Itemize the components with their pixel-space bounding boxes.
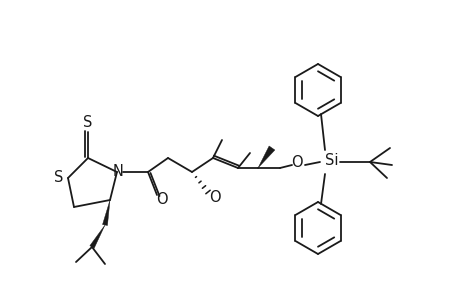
Text: O: O bbox=[209, 190, 220, 205]
Polygon shape bbox=[257, 146, 274, 168]
Text: O: O bbox=[291, 154, 302, 169]
Polygon shape bbox=[90, 225, 105, 248]
Text: S: S bbox=[54, 170, 63, 185]
Polygon shape bbox=[102, 200, 110, 226]
Text: O: O bbox=[156, 193, 168, 208]
Text: Si: Si bbox=[325, 152, 338, 167]
Text: N: N bbox=[112, 164, 123, 178]
Text: S: S bbox=[83, 115, 92, 130]
